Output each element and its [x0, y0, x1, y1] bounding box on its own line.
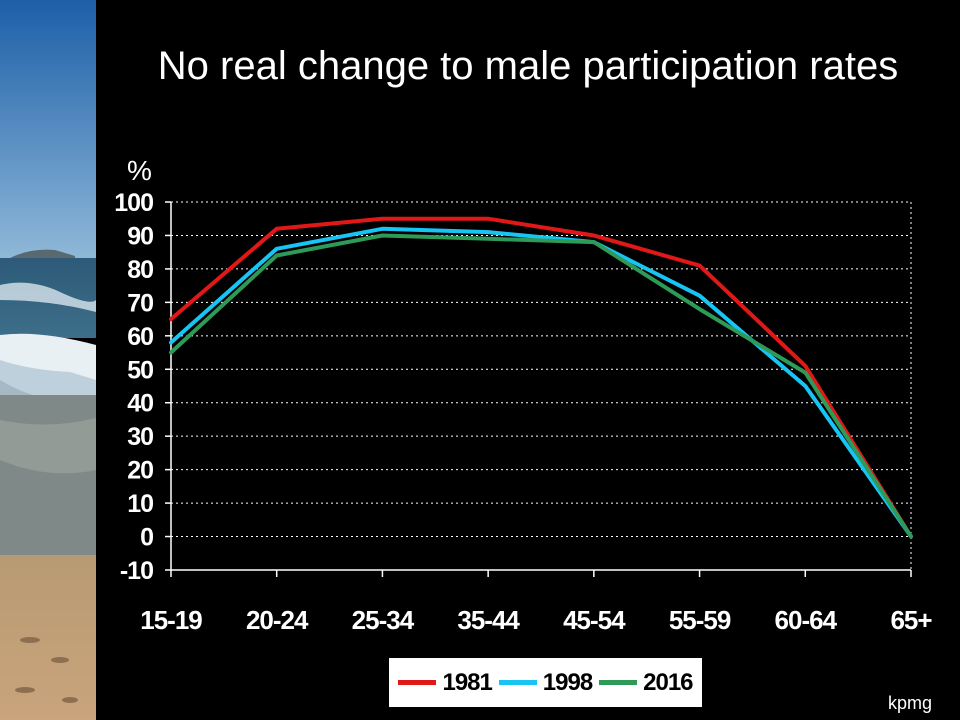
x-tick-label: 65+ — [890, 605, 932, 635]
footer-brand: kpmg — [887, 693, 932, 713]
y-axis-label: % — [127, 155, 152, 186]
legend-label: 1998 — [542, 668, 593, 696]
legend-swatch — [498, 680, 537, 685]
series-line-1981 — [169, 216, 913, 539]
y-tick-label: 40 — [127, 390, 153, 418]
y-tick-label: 90 — [127, 222, 153, 250]
x-tick-label: 20-24 — [246, 605, 309, 635]
legend-label: 2016 — [643, 668, 693, 696]
y-tick-label: -10 — [120, 557, 153, 585]
y-tick-label: 30 — [127, 423, 153, 451]
x-tick-label: 25-34 — [352, 605, 415, 635]
series-line-2016 — [169, 233, 913, 539]
y-tick-label: 10 — [127, 490, 153, 518]
legend-label: 1981 — [442, 668, 492, 696]
y-tick-label: 50 — [127, 356, 153, 384]
legend-item-1981: 1981 — [398, 668, 493, 697]
x-tick-label: 15-19 — [140, 605, 202, 635]
x-tick-label: 45-54 — [563, 605, 626, 635]
legend-swatch — [398, 680, 437, 685]
x-tick-label: 55-59 — [669, 605, 731, 635]
x-tick-label: 60-64 — [775, 605, 838, 635]
x-tick-label: 35-44 — [457, 605, 520, 635]
legend-item-1998: 1998 — [498, 668, 593, 697]
y-tick-label: 0 — [140, 524, 153, 552]
y-tick-label: 60 — [127, 323, 153, 351]
chart-title: No real change to male participation rat… — [157, 44, 899, 88]
series-line-1998 — [169, 226, 913, 539]
chart-legend: 1981 1998 2016 — [388, 657, 703, 708]
line-chart: % -10 0 10 20 30 40 50 60 70 80 90 100 15-19 20-24 25… — [114, 155, 933, 635]
y-tick-label: 100 — [114, 189, 153, 217]
y-tick-label: 80 — [127, 256, 153, 284]
y-tick-label: 70 — [127, 289, 153, 317]
beach-photo — [0, 0, 96, 720]
y-tick-label: 20 — [127, 457, 153, 485]
legend-swatch — [599, 680, 638, 685]
legend-item-2016: 2016 — [599, 668, 694, 697]
